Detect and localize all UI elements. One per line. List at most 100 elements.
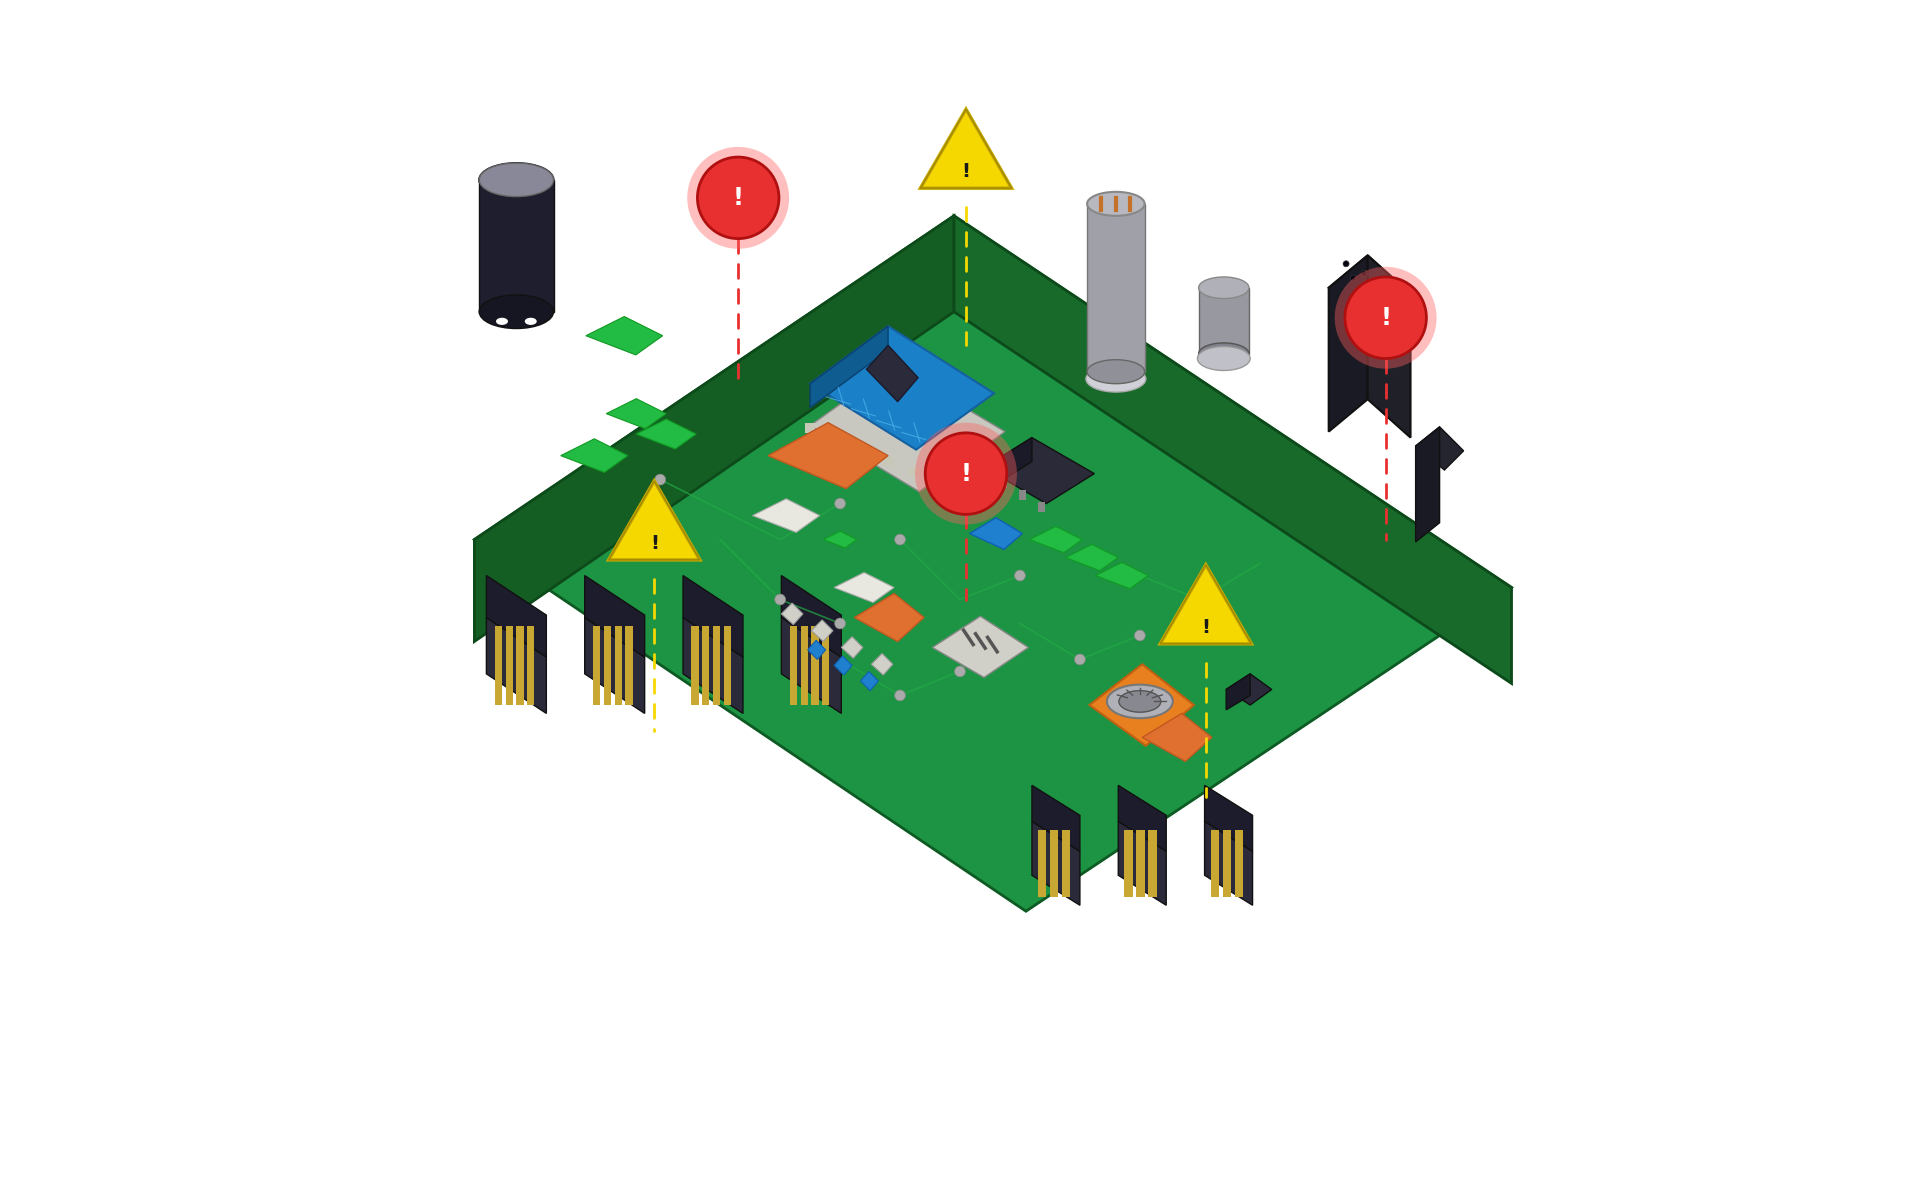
Polygon shape (1000, 478, 1006, 488)
Ellipse shape (1198, 343, 1248, 364)
Polygon shape (1212, 830, 1219, 897)
Polygon shape (1096, 562, 1148, 589)
Polygon shape (935, 478, 945, 488)
Ellipse shape (480, 163, 553, 197)
Polygon shape (1235, 830, 1242, 897)
Polygon shape (910, 468, 920, 477)
Polygon shape (614, 626, 622, 705)
Ellipse shape (1119, 691, 1162, 712)
Polygon shape (1117, 785, 1165, 851)
Text: !: ! (960, 462, 972, 486)
Polygon shape (495, 626, 501, 705)
Polygon shape (833, 656, 852, 675)
Circle shape (1394, 309, 1400, 315)
Polygon shape (810, 326, 995, 450)
Polygon shape (593, 626, 601, 705)
Polygon shape (1148, 830, 1156, 897)
Polygon shape (474, 216, 1511, 911)
Ellipse shape (1087, 366, 1146, 392)
Text: !: ! (649, 534, 659, 553)
Circle shape (1344, 261, 1350, 267)
Polygon shape (1160, 565, 1252, 644)
Polygon shape (486, 576, 547, 657)
Polygon shape (1039, 830, 1046, 897)
Circle shape (776, 595, 785, 605)
Circle shape (1375, 300, 1382, 306)
Circle shape (655, 475, 666, 486)
Text: !: ! (1380, 306, 1392, 330)
Circle shape (1379, 281, 1384, 287)
Polygon shape (812, 620, 833, 641)
Polygon shape (1066, 544, 1117, 571)
Polygon shape (831, 434, 841, 444)
Polygon shape (474, 216, 954, 641)
Ellipse shape (1198, 347, 1250, 370)
Ellipse shape (1198, 277, 1248, 299)
Text: !: ! (733, 186, 743, 210)
Polygon shape (1031, 821, 1079, 905)
Polygon shape (1329, 255, 1411, 326)
Circle shape (1334, 267, 1436, 369)
Circle shape (895, 691, 906, 700)
Polygon shape (586, 317, 662, 355)
Polygon shape (789, 626, 797, 705)
Polygon shape (920, 109, 1012, 188)
Circle shape (925, 433, 1006, 514)
Polygon shape (983, 438, 1094, 504)
Polygon shape (822, 626, 829, 705)
Polygon shape (1020, 490, 1025, 500)
Polygon shape (712, 626, 720, 705)
Polygon shape (812, 626, 818, 705)
Polygon shape (810, 366, 1004, 492)
Circle shape (954, 667, 966, 676)
Polygon shape (1367, 255, 1411, 438)
Text: !: ! (962, 162, 970, 181)
Polygon shape (486, 617, 547, 713)
Text: !: ! (1202, 617, 1210, 637)
Circle shape (1344, 277, 1427, 359)
Polygon shape (691, 626, 699, 705)
Polygon shape (954, 216, 1511, 683)
Polygon shape (1204, 785, 1252, 851)
Polygon shape (1137, 830, 1144, 897)
Circle shape (1390, 329, 1396, 335)
Circle shape (687, 147, 789, 249)
Polygon shape (684, 576, 743, 657)
Circle shape (1382, 314, 1388, 320)
Polygon shape (860, 671, 879, 691)
Circle shape (916, 423, 1018, 525)
Circle shape (1407, 338, 1413, 344)
Polygon shape (516, 626, 524, 705)
Circle shape (1373, 319, 1379, 325)
Ellipse shape (1087, 360, 1144, 384)
Polygon shape (854, 594, 924, 641)
Polygon shape (781, 576, 841, 657)
Polygon shape (1087, 204, 1144, 372)
Polygon shape (586, 617, 645, 713)
Polygon shape (983, 438, 1031, 492)
Polygon shape (505, 626, 513, 705)
Polygon shape (636, 420, 697, 450)
Polygon shape (801, 626, 808, 705)
Polygon shape (586, 576, 645, 657)
Polygon shape (841, 637, 862, 658)
Ellipse shape (1106, 685, 1173, 718)
Ellipse shape (480, 295, 553, 329)
Polygon shape (1223, 830, 1231, 897)
Ellipse shape (495, 318, 509, 325)
Polygon shape (703, 626, 708, 705)
Polygon shape (561, 439, 628, 472)
Circle shape (1369, 285, 1375, 291)
Polygon shape (824, 531, 856, 548)
Circle shape (1194, 595, 1206, 605)
Polygon shape (981, 466, 987, 476)
Ellipse shape (480, 163, 553, 197)
Polygon shape (872, 653, 893, 675)
Polygon shape (781, 617, 841, 713)
Polygon shape (1227, 674, 1271, 705)
Polygon shape (607, 399, 666, 429)
Polygon shape (605, 626, 611, 705)
Polygon shape (866, 345, 918, 402)
Polygon shape (1204, 821, 1252, 905)
Polygon shape (1329, 255, 1367, 432)
